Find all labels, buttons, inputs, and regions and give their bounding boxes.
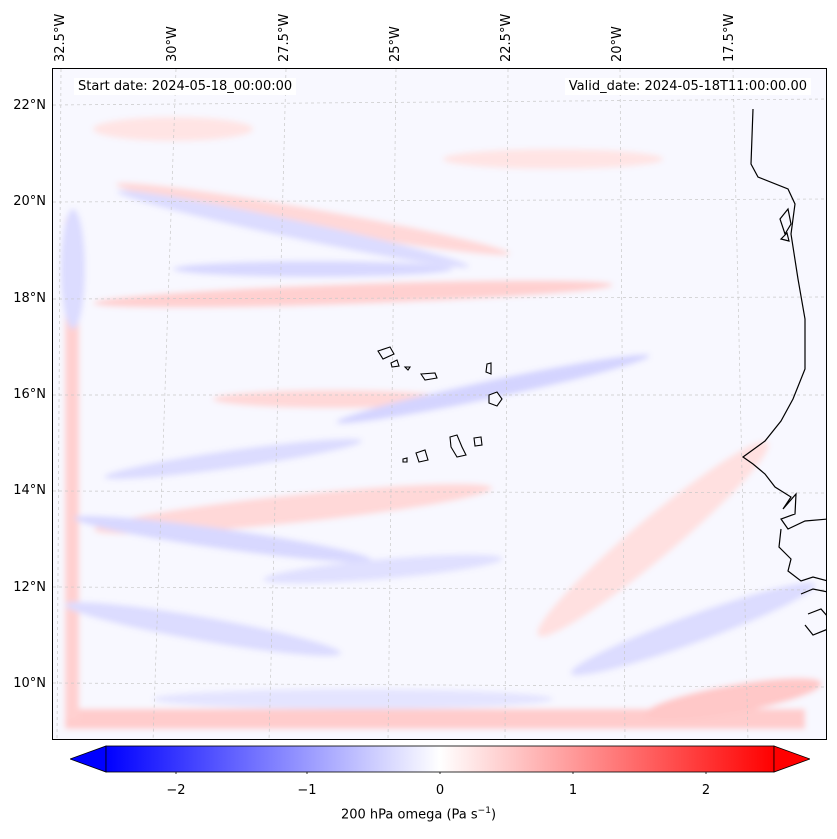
lon-label: 32.5°W [53, 13, 68, 62]
lon-label: 20°W [610, 26, 625, 62]
colorbar-tick-label: 2 [701, 783, 711, 798]
colorbar-svg [68, 745, 812, 777]
lat-label: 22°N [13, 98, 46, 113]
colorbar-tick-label: 1 [568, 783, 578, 798]
lon-label: 17.5°W [722, 13, 737, 62]
valid-date-label: Valid_date: 2024-05-18T11:00:00.00 [564, 78, 811, 95]
lat-label: 20°N [13, 194, 46, 209]
colorbar-high-extend [773, 745, 812, 773]
colorbar-tick-label: −1 [297, 783, 317, 798]
lon-label: 30°W [165, 26, 180, 62]
lat-label: 10°N [13, 676, 46, 691]
omega-field-map [53, 69, 826, 739]
colorbar-title-main: 200 hPa omega (Pa s [340, 807, 478, 823]
colorbar [68, 744, 812, 777]
coastline [741, 108, 826, 636]
colorbar-title: 200 hPa omega (Pa s−1) [0, 806, 837, 822]
cape-verde-islands [377, 346, 503, 463]
colorbar-title-exponent: −1 [477, 806, 491, 816]
colorbar-tick-label: −2 [166, 783, 186, 798]
lat-label: 12°N [13, 580, 46, 595]
map-panel [52, 68, 827, 740]
lat-label: 16°N [13, 387, 46, 402]
colorbar-low-extend [68, 745, 107, 773]
lon-label: 22.5°W [499, 13, 514, 62]
lat-label: 14°N [13, 483, 46, 498]
lat-label: 18°N [13, 291, 46, 306]
colorbar-body [105, 745, 775, 773]
omega-field [53, 69, 826, 739]
graticule [53, 69, 826, 739]
lon-label: 25°W [388, 26, 403, 62]
start-date-label: Start date: 2024-05-18_00:00:00 [74, 78, 297, 95]
lon-label: 27.5°W [277, 13, 292, 62]
colorbar-title-end: ) [490, 807, 497, 823]
colorbar-tick-label: 0 [435, 783, 445, 798]
